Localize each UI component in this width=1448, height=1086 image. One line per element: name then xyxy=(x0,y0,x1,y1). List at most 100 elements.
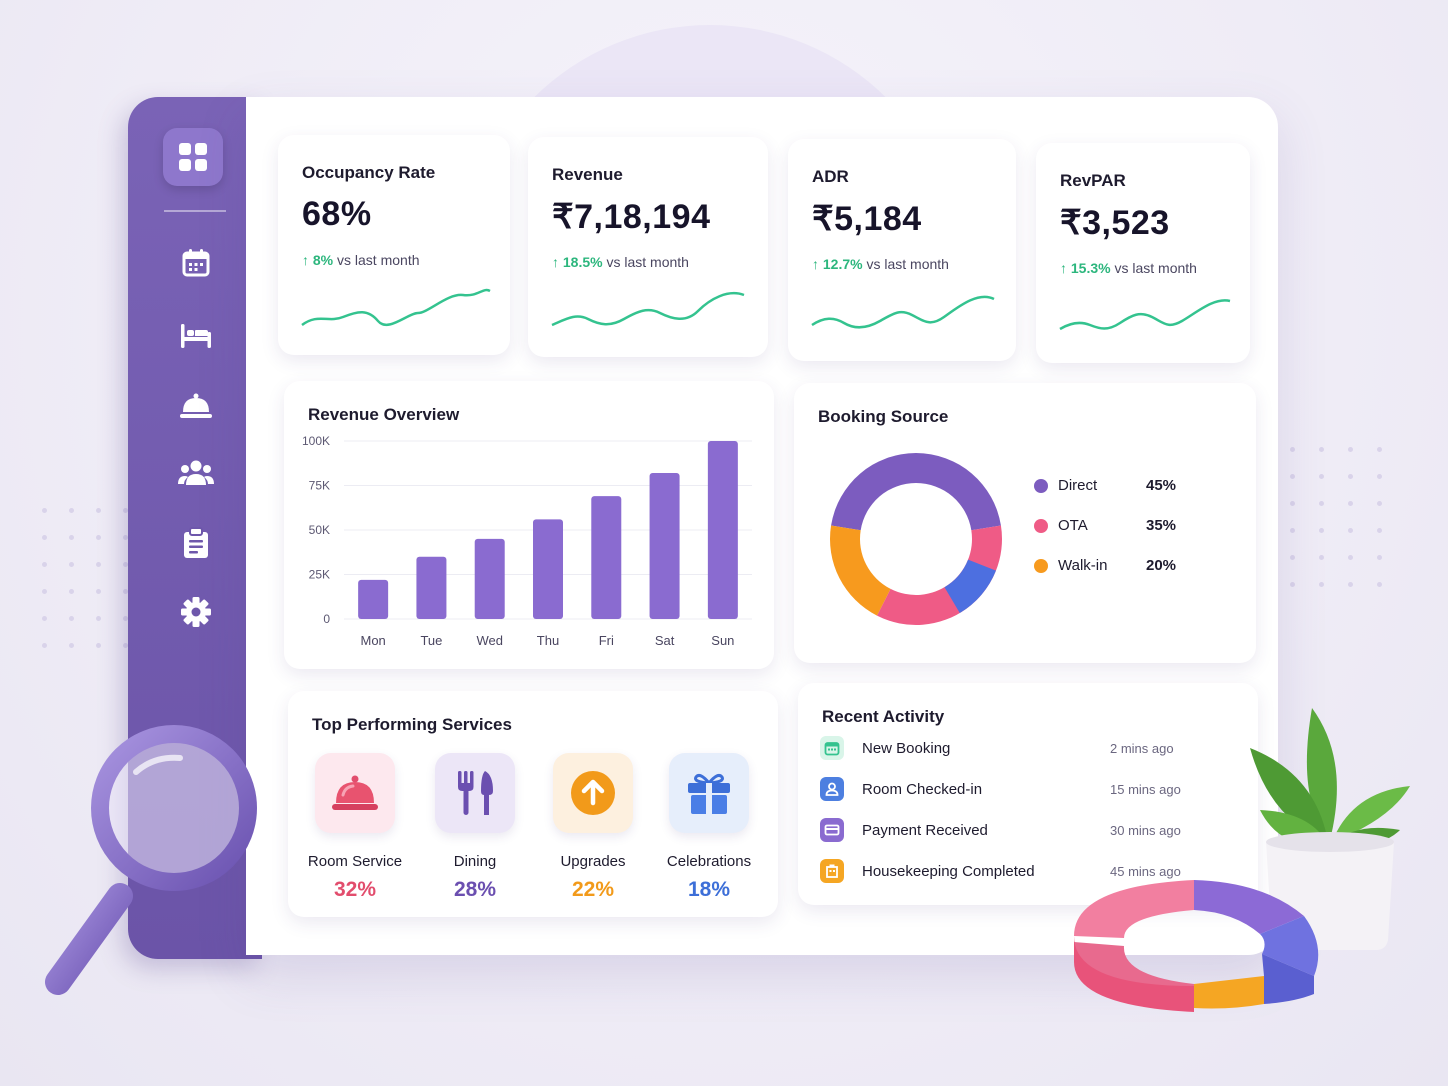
sidebar-item-rooms[interactable] xyxy=(178,317,214,353)
service-name: Celebrations xyxy=(666,853,752,870)
activity-time: 15 mins ago xyxy=(1110,781,1181,797)
legend-item-direct[interactable]: Direct 45% xyxy=(1034,477,1176,494)
calendar-icon xyxy=(820,736,844,760)
room-service-bell-icon xyxy=(180,393,212,418)
section-title: Revenue Overview xyxy=(308,405,460,424)
kpi-title: RevPAR xyxy=(1060,171,1126,190)
activity-time: 45 mins ago xyxy=(1110,863,1181,879)
user-icon xyxy=(820,777,844,801)
cloche-icon xyxy=(315,753,395,833)
legend-label: OTA xyxy=(1058,517,1088,534)
sidebar-item-tasks[interactable] xyxy=(178,525,214,561)
kpi-delta: ↑ 18.5% vs last month xyxy=(552,254,689,270)
sparkline xyxy=(811,295,995,329)
activity-item[interactable]: Room Checked-in 15 mins ago xyxy=(820,776,1220,802)
bar[interactable] xyxy=(358,579,389,619)
activity-time: 2 mins ago xyxy=(1110,740,1174,756)
bed-icon xyxy=(181,324,211,348)
donut-slice-direct[interactable] xyxy=(831,453,1001,531)
sidebar-item-calendar[interactable] xyxy=(178,245,214,281)
service-name: Dining xyxy=(453,853,497,870)
kpi-title: Revenue xyxy=(552,165,623,184)
magnifier-decor-icon xyxy=(45,725,257,995)
donut-decor-icon xyxy=(1074,880,1319,1012)
service-pct: 18% xyxy=(687,878,731,901)
legend-dot xyxy=(1034,558,1048,573)
sparkline xyxy=(301,288,491,327)
bar[interactable] xyxy=(649,473,680,619)
legend-pct: 35% xyxy=(1146,517,1177,534)
legend-pct: 20% xyxy=(1146,557,1177,574)
donut-slice-accent xyxy=(944,559,996,614)
kpi-value: 68% xyxy=(302,195,372,233)
revenue-overview-card: Revenue Overview 0 25K 50K 75K 100K Mon Tue Wed… xyxy=(284,381,774,669)
service-celebrations[interactable]: Celebrations 18% xyxy=(654,753,764,902)
activity-item[interactable]: New Booking 2 mins ago xyxy=(820,735,1220,761)
bar[interactable] xyxy=(533,519,563,619)
x-tick-label: Fri xyxy=(599,633,614,648)
x-tick-label: Sat xyxy=(655,633,675,648)
legend-pct: 45% xyxy=(1146,477,1177,494)
booking-source-card: Booking Source Direct 45% OTA 35% Walk-in 20% xyxy=(794,383,1256,663)
service-dining[interactable]: Dining 28% xyxy=(420,753,530,902)
sidebar-item-guests[interactable] xyxy=(178,455,214,491)
y-tick-label: 100K xyxy=(302,434,330,448)
sidebar-item-settings[interactable] xyxy=(178,594,214,630)
service-room-service[interactable]: Room Service 32% xyxy=(300,753,410,902)
bar[interactable] xyxy=(474,538,505,619)
service-pct: 32% xyxy=(333,878,377,901)
x-tick-label: Tue xyxy=(420,633,442,648)
kpi-title: ADR xyxy=(812,167,849,186)
guests-icon xyxy=(178,460,214,485)
kpi-title: Occupancy Rate xyxy=(302,163,436,182)
kpi-value: ₹5,184 xyxy=(812,200,922,238)
recent-activity-card: Recent Activity New Booking 2 mins ago R… xyxy=(798,683,1258,905)
activity-item[interactable]: Housekeeping Completed 45 mins ago xyxy=(820,858,1220,884)
sidebar-item-room-service[interactable] xyxy=(178,387,214,423)
bar[interactable] xyxy=(707,441,738,619)
legend-item-walk-in[interactable]: Walk-in 20% xyxy=(1034,557,1176,574)
activity-item[interactable]: Payment Received 30 mins ago xyxy=(820,817,1220,843)
calendar-icon xyxy=(182,249,210,277)
x-tick-label: Wed xyxy=(476,633,503,648)
sparkline xyxy=(1059,299,1231,331)
sparkline xyxy=(551,292,745,327)
service-upgrades[interactable]: Upgrades 22% xyxy=(538,753,648,902)
legend-item-ota[interactable]: OTA 35% xyxy=(1034,517,1176,534)
kpi-card-adr[interactable]: ADR ₹5,184 ↑ 12.7% vs last month xyxy=(788,139,1016,361)
gift-icon xyxy=(669,753,749,833)
activity-text: Room Checked-in xyxy=(862,780,983,798)
legend-label: Direct xyxy=(1058,477,1098,494)
main-content: Occupancy Rate 68% ↑ 8% vs last month Re… xyxy=(246,97,1278,955)
donut-slice-walk-in[interactable] xyxy=(830,525,891,616)
sidebar-divider xyxy=(164,210,226,212)
activity-text: Payment Received xyxy=(862,821,988,839)
service-name: Room Service xyxy=(307,853,403,870)
section-title: Booking Source xyxy=(818,407,949,426)
section-title: Recent Activity xyxy=(822,707,945,726)
kpi-card-occupancy[interactable]: Occupancy Rate 68% ↑ 8% vs last month xyxy=(278,135,510,355)
card-icon xyxy=(820,818,844,842)
kpi-value: ₹7,18,194 xyxy=(552,198,711,236)
kpi-card-revenue[interactable]: Revenue ₹7,18,194 ↑ 18.5% vs last month xyxy=(528,137,768,357)
section-title: Top Performing Services xyxy=(312,715,512,734)
x-tick-label: Sun xyxy=(711,633,734,648)
kpi-card-revpar[interactable]: RevPAR ₹3,523 ↑ 15.3% vs last month xyxy=(1036,143,1250,363)
kpi-delta: ↑ 12.7% vs last month xyxy=(812,256,949,272)
clipboard-icon xyxy=(184,527,208,558)
booking-source-donut xyxy=(830,453,1002,625)
y-tick-label: 0 xyxy=(323,612,330,626)
legend-label: Walk-in xyxy=(1058,557,1108,574)
kpi-delta: ↑ 8% vs last month xyxy=(302,252,420,268)
service-pct: 22% xyxy=(571,878,615,901)
dashboard-window: Occupancy Rate 68% ↑ 8% vs last month Re… xyxy=(128,97,1278,959)
top-services-card: Top Performing Services Room Service 32%… xyxy=(288,691,778,917)
service-name: Upgrades xyxy=(560,853,626,870)
arrow-up-icon xyxy=(553,753,633,833)
dashboard-grid-icon[interactable] xyxy=(163,128,223,186)
bar[interactable] xyxy=(591,496,622,619)
bar[interactable] xyxy=(416,556,447,619)
revenue-bar-chart: 0 25K 50K 75K 100K Mon Tue Wed Thu Fri Sat Sun xyxy=(302,434,752,648)
fork-knife-icon xyxy=(435,753,515,833)
legend-dot xyxy=(1034,518,1048,533)
